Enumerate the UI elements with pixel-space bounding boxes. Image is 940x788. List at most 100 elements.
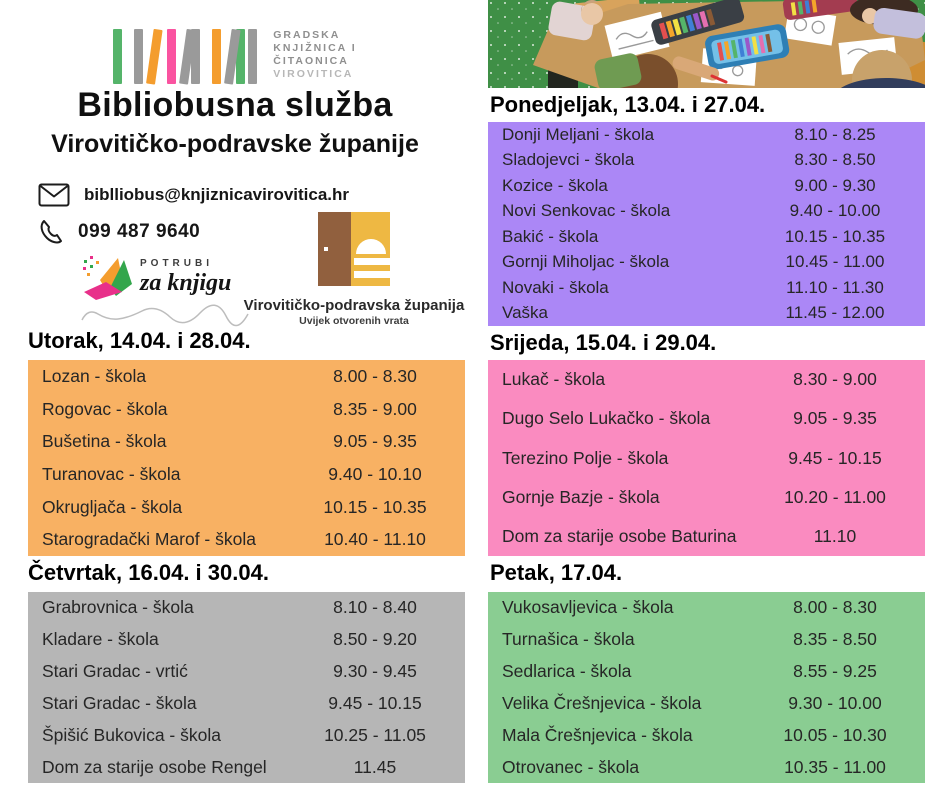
stop-name: Lozan - škola [42,365,147,386]
stop-time: 9.30 - 10.00 [788,692,882,713]
table-row: Stari Gradac - vrtić 9.30 - 9.45 [28,656,465,688]
table-row: Bušetina - škola 9.05 - 9.35 [28,425,465,458]
table-row: Sladojevci - škola 8.30 - 8.50 [488,148,925,174]
schedule-heading-wednesday: Srijeda, 15.04. i 29.04. [490,330,717,355]
stop-name: Vaška [502,303,548,323]
potrubi-script: za knjigu [140,270,232,296]
stop-time: 8.30 - 9.00 [793,369,877,390]
book-spine-bar [236,29,246,84]
stop-name: Novaki - škola [502,277,609,297]
stop-time: 9.05 - 9.35 [793,408,877,429]
phone-row: 099 487 9640 [38,218,200,246]
potrubi-text: POTRUBI za knjigu [140,250,231,297]
table-row: Gornje Bazje - škola 10.20 - 11.00 [488,478,925,517]
left-column: GRADSKA KNJIŽNICA I ČITAONICA VIROVITICA… [28,28,465,783]
schedule-table-thursday: Grabrovnica - škola 8.10 - 8.40 Kladare - … [28,592,465,783]
table-row: Bakić - škola 10.15 - 10.35 [488,224,925,250]
book-bar-group [167,28,201,85]
stop-name: Starogradački Marof - škola [42,529,256,550]
table-row: Donji Meljani - škola 8.10 - 8.25 [488,122,925,148]
book-bar-group [212,28,258,85]
table-row: Špišić Bukovica - škola 10.25 - 11.05 [28,719,465,751]
stop-name: Gornji Miholjac - škola [502,252,670,272]
schedule-heading-friday: Petak, 17.04. [490,560,623,585]
stop-name: Turanovac - škola [42,463,181,484]
page-subtitle: Virovitičko-podravske županije [51,130,419,158]
table-row: Velika Črešnjevica - škola 9.30 - 10.00 [488,687,925,719]
stop-name: Dugo Selo Lukačko - škola [502,408,711,429]
stop-name: Sladojevci - škola [502,150,635,170]
phone-text: 099 487 9640 [78,221,201,242]
potrubi-art-icon [83,256,132,300]
book-bar-group [113,29,123,84]
library-name: GRADSKA KNJIŽNICA I ČITAONICA VIROVITICA [273,29,356,81]
stop-time: 9.40 - 10.00 [789,201,881,221]
table-row: Dom za starije osobe Rengel 11.45 [28,751,465,783]
envelope-icon [38,183,70,207]
stop-time: 8.30 - 8.50 [794,150,876,170]
book-bar-group [134,28,163,85]
schedule-table-friday: Vukosavljevica - škola 8.00 - 8.30 Turnaši… [488,592,925,783]
stop-time: 9.30 - 9.45 [333,661,417,682]
table-row: Otrovanec - škola 10.35 - 11.00 [488,751,925,783]
table-row: Rogovac - škola 8.35 - 9.00 [28,393,465,426]
stop-time: 9.00 - 9.30 [794,175,876,195]
table-row: Mala Črešnjevica - škola 10.05 - 10.30 [488,719,925,751]
stop-time: 10.25 - 11.05 [324,724,426,745]
stop-name: Otrovanec - škola [502,756,640,777]
stop-time: 9.05 - 9.35 [333,431,417,452]
right-column: Ponedjeljak, 13.04. i 27.04. Donji Melja… [488,0,925,788]
stop-time: 11.45 [353,756,397,777]
stop-name: Rogovac - škola [42,398,168,419]
stop-time: 9.45 - 10.15 [788,447,882,468]
schedule-heading-monday: Ponedjeljak, 13.04. i 27.04. [490,92,766,117]
open-door-icon [318,212,390,286]
table-row: Kozice - škola 9.00 - 9.30 [488,173,925,199]
email-row: biblliobus@knjiznicavirovitica.hr [38,183,349,207]
table-row: Vukosavljevica - škola 8.00 - 8.30 [488,592,925,624]
library-name-line: ČITAONICA [273,55,349,67]
stop-time: 10.15 - 10.35 [784,226,886,246]
table-row: Sedlarica - škola 8.55 - 9.25 [488,656,925,688]
stop-time: 9.40 - 10.10 [328,463,422,484]
schedule-table-monday: Donji Meljani - škola 8.10 - 8.25 Sladojev… [488,122,925,326]
stop-time: 10.35 - 11.00 [784,756,886,777]
stop-name: Gornje Bazje - škola [502,486,660,507]
stop-name: Okrugljača - škola [42,496,183,517]
table-row: Novaki - škola 11.10 - 11.30 [488,275,925,301]
table-row: Gornji Miholjac - škola 10.45 - 11.00 [488,250,925,276]
table-row: Turnašica - škola 8.35 - 8.50 [488,624,925,656]
table-row: Kladare - škola 8.50 - 9.20 [28,624,465,656]
library-name-line: GRADSKA [273,29,341,41]
stop-time: 8.50 - 9.20 [333,629,417,650]
stop-name: Stari Gradac - škola [42,692,197,713]
stop-time: 10.20 - 11.00 [784,486,886,507]
stop-name: Lukač - škola [502,369,606,390]
stop-time: 11.45 - 12.00 [785,303,885,323]
children-colouring-photo [488,0,925,88]
stop-name: Dom za starije osobe Rengel [42,756,267,777]
stop-name: Špišić Bukovica - škola [42,724,221,745]
stop-time: 8.00 - 8.30 [793,597,877,618]
stop-time: 10.40 - 11.10 [324,529,426,550]
stop-time: 11.10 - 11.30 [786,277,884,297]
stop-name: Stari Gradac - vrtić [42,661,188,682]
county-name: Virovitičko-podravska županija [243,297,465,314]
stop-name: Kladare - škola [42,629,159,650]
stop-name: Velika Črešnjevica - škola [502,692,702,713]
schedule-table-wednesday: Lukač - škola 8.30 - 9.00 Dugo Selo Lukačk… [488,360,925,556]
page-title: Bibliobusna služba [77,86,393,124]
county-outline-squiggle [81,304,249,327]
book-spine-bar [113,29,123,84]
table-row: Lukač - škola 8.30 - 9.00 [488,360,925,399]
stop-name: Grabrovnica - škola [42,597,194,618]
table-row: Dom za starije osobe Baturina 11.10 [488,517,925,556]
table-row: Terezino Polje - škola 9.45 - 10.15 [488,438,925,477]
potrubi-logo: POTRUBI za knjigu [78,250,256,335]
stop-name: Dom za starije osobe Baturina [502,525,737,546]
library-name-line: KNJIŽNICA I [273,42,357,54]
book-spine-bar [167,29,177,84]
stop-name: Bušetina - škola [42,431,167,452]
stop-name: Donji Meljani - škola [502,124,655,144]
